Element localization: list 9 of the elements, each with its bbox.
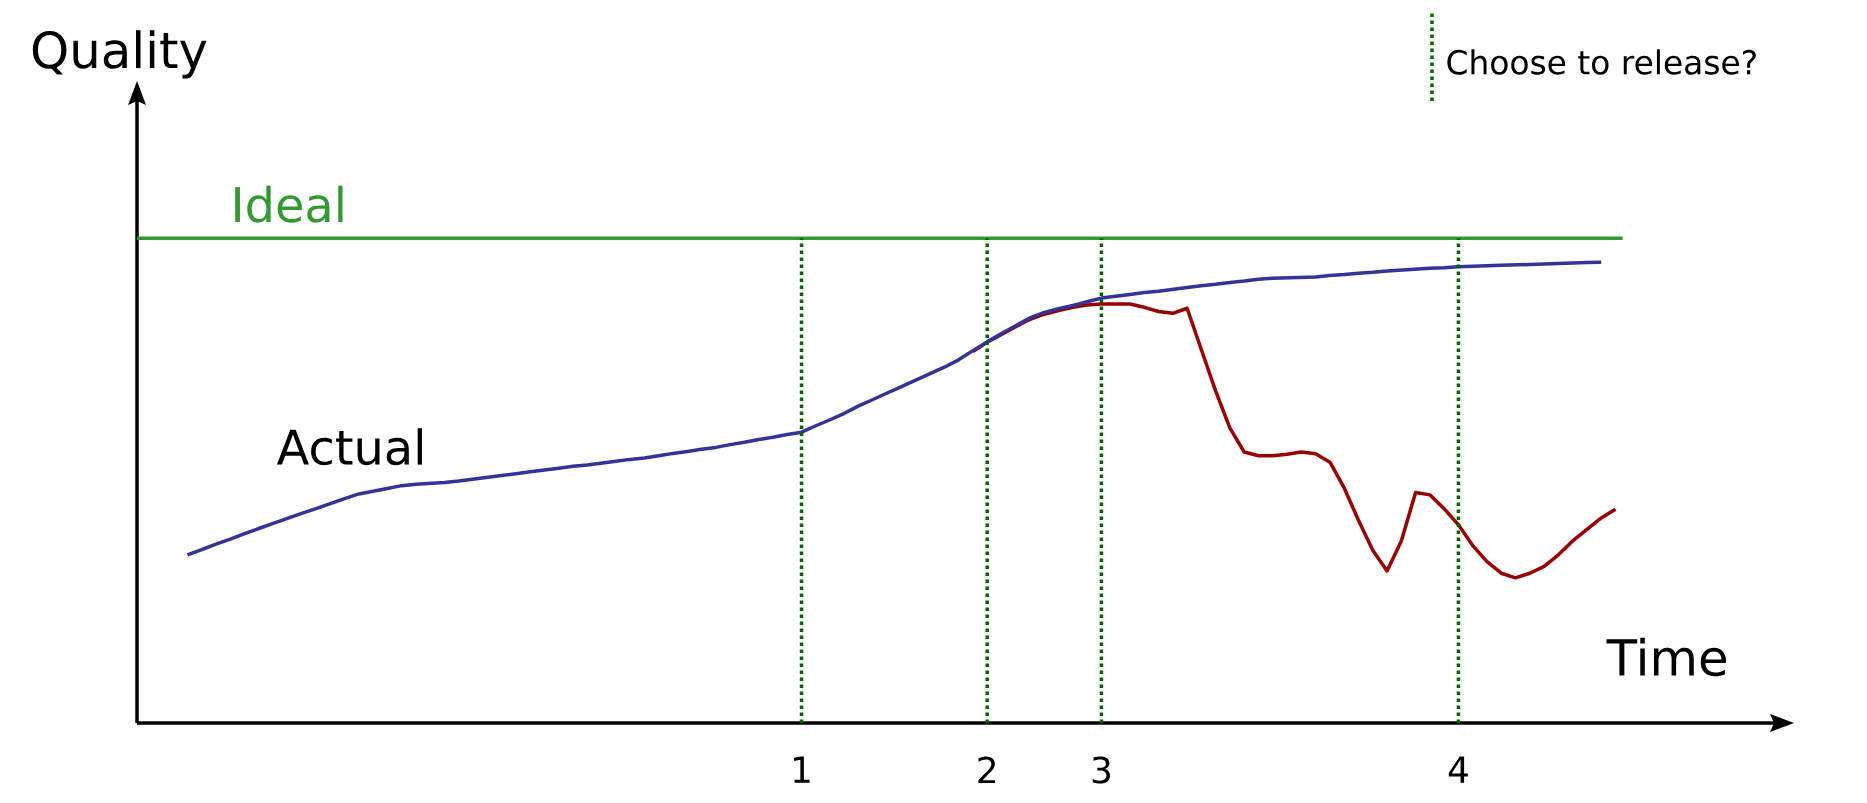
x-tick-label: 2 (978, 756, 995, 784)
text: Choose to release? (1447, 49, 1756, 75)
x-tick-label: 3 (1092, 756, 1110, 784)
x-tick-label: 4 (1448, 756, 1468, 783)
x-tick-label: 1 (794, 756, 810, 783)
y-axis-title: Quality (32, 30, 207, 79)
x-axis-title: Time (1606, 637, 1726, 677)
ref-line-label: Ideal (235, 185, 343, 223)
series-label: Actual (276, 428, 422, 466)
